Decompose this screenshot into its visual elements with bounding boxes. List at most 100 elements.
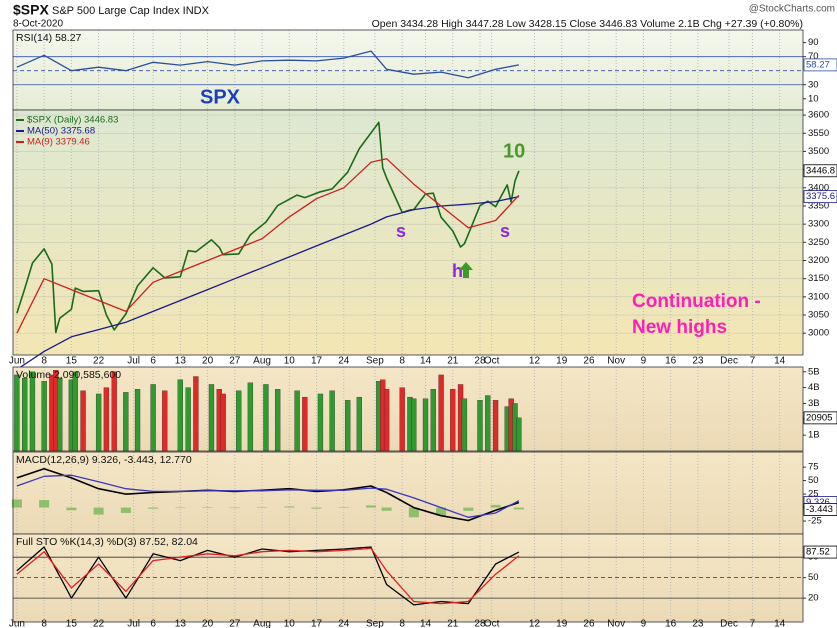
series-line xyxy=(16,195,520,371)
volume-bar xyxy=(422,398,429,452)
series-line xyxy=(16,546,520,606)
series-line xyxy=(16,50,520,79)
annotation: Continuation - xyxy=(632,291,761,312)
y-tick-label: 3150 xyxy=(808,273,829,284)
volume-bar xyxy=(477,400,483,452)
histogram-bar xyxy=(39,500,50,508)
y-tick-label: 3550 xyxy=(808,128,829,139)
last-value-box xyxy=(803,164,837,178)
x-tick-label: 7 xyxy=(750,356,756,367)
volume-bar xyxy=(492,400,499,452)
annotation: New highs xyxy=(632,317,727,338)
x-tick-label: 10 xyxy=(284,356,296,367)
x-tick-label: Dec xyxy=(720,619,738,628)
y-tick-label: 3400 xyxy=(808,182,829,193)
panel-border xyxy=(12,366,804,452)
volume-bar xyxy=(95,393,102,452)
last-value-label: 3446.8 xyxy=(806,165,835,176)
x-tick-label: 8 xyxy=(399,356,405,367)
volume-bar xyxy=(383,389,390,452)
x-tick-label: 28 xyxy=(474,619,486,628)
y-tick-label: 20 xyxy=(808,593,819,604)
histogram-bar xyxy=(311,507,322,509)
volume-bar xyxy=(345,400,351,452)
y-tick-label: 3250 xyxy=(808,237,829,248)
x-tick-label: Aug xyxy=(253,356,271,367)
x-tick-label: 6 xyxy=(150,619,156,628)
volume-bar xyxy=(274,389,281,452)
y-tick-label: 1B xyxy=(808,430,820,441)
volume-bar xyxy=(80,390,86,452)
volume-bar xyxy=(123,392,129,452)
y-tick-label: 4B xyxy=(808,382,820,393)
legend-label: MA(9) 3379.46 xyxy=(27,137,90,148)
x-tick-label: 27 xyxy=(229,356,241,367)
volume-bar xyxy=(208,384,215,452)
volume-bar xyxy=(185,387,191,452)
annotation: s xyxy=(500,221,510,241)
histogram-bar xyxy=(381,507,392,511)
last-value-label: 87.52 xyxy=(806,547,830,558)
volume-bar xyxy=(111,371,117,452)
y-tick-label: 70 xyxy=(808,51,819,62)
volume-bar xyxy=(162,390,168,452)
y-tick-label: 25 xyxy=(808,489,819,500)
y-tick-label: 10 xyxy=(808,93,819,104)
x-tick-label: 13 xyxy=(175,356,187,367)
x-tick-label: 13 xyxy=(175,619,187,628)
volume-bar xyxy=(41,381,47,452)
panel-border xyxy=(12,533,804,623)
x-tick-label: 23 xyxy=(692,619,704,628)
x-tick-label: Aug xyxy=(253,619,271,628)
panel-title: RSI(14) 58.27 xyxy=(16,32,82,44)
annotation: SPX xyxy=(200,86,241,108)
x-tick-label: 10 xyxy=(284,619,296,628)
x-tick-label: 16 xyxy=(665,356,677,367)
histogram-bar xyxy=(463,507,474,511)
volume-bar xyxy=(193,376,199,452)
x-tick-label: 23 xyxy=(692,356,704,367)
symbol: $SPX xyxy=(13,2,49,18)
last-value-label: 9.326 xyxy=(806,497,830,508)
x-tick-label: 8 xyxy=(41,619,47,628)
quote: Open 3434.28 High 3447.28 Low 3428.15 Cl… xyxy=(372,18,803,30)
x-tick-label: 19 xyxy=(556,356,568,367)
volume-bar xyxy=(22,377,28,452)
x-tick-label: Sep xyxy=(366,356,384,367)
volume-bar xyxy=(150,384,156,452)
y-tick-label: 3B xyxy=(808,398,820,409)
x-tick-label: 9 xyxy=(641,619,647,628)
last-value-box xyxy=(803,503,837,516)
x-tick-label: 27 xyxy=(229,619,241,628)
y-tick-label: 5B xyxy=(808,366,820,377)
y-tick-label: 3000 xyxy=(808,328,829,339)
volume-bar xyxy=(220,393,226,452)
x-tick-label: 21 xyxy=(447,356,459,367)
x-tick-label: 14 xyxy=(774,619,786,628)
y-tick-label: 3600 xyxy=(808,110,829,121)
y-tick-label: 75 xyxy=(808,462,819,473)
histogram-bar xyxy=(229,507,240,509)
x-tick-label: 14 xyxy=(420,619,432,628)
x-tick-label: 21 xyxy=(447,619,459,628)
x-tick-label: 12 xyxy=(529,619,541,628)
x-tick-label: Oct xyxy=(484,619,500,628)
last-value-box xyxy=(803,190,837,204)
x-tick-label: 17 xyxy=(311,619,323,628)
histogram-bar xyxy=(284,506,295,508)
y-tick-label: 3350 xyxy=(808,200,829,211)
volume-bar xyxy=(72,371,78,452)
panel-border xyxy=(12,109,804,356)
x-tick-label: 20 xyxy=(202,619,214,628)
y-tick-label: 3050 xyxy=(808,310,829,321)
volume-bar xyxy=(438,374,444,452)
volume-bar xyxy=(317,393,324,452)
volume-bar xyxy=(134,389,141,452)
x-tick-label: Oct xyxy=(484,356,500,367)
volume-bar xyxy=(263,384,269,452)
x-tick-label: 22 xyxy=(93,619,105,628)
series-line xyxy=(16,547,520,605)
histogram-bar xyxy=(490,504,501,508)
x-tick-label: 20 xyxy=(202,356,214,367)
